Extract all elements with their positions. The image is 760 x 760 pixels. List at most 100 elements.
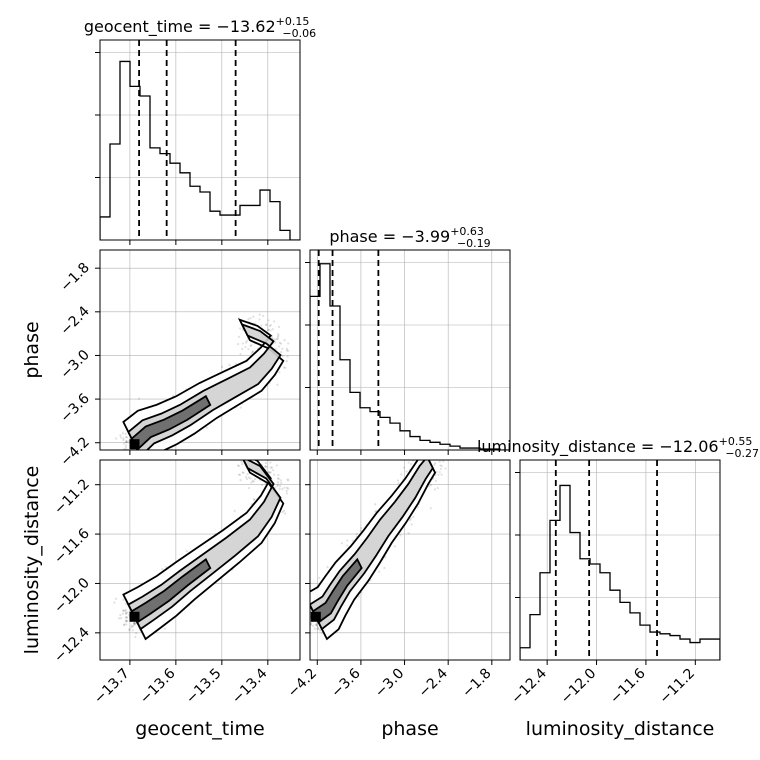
- sample-point: [141, 455, 143, 457]
- sample-point: [262, 446, 264, 448]
- histogram-luminosity_distance: [520, 484, 720, 660]
- sample-point: [410, 456, 412, 458]
- sample-point: [267, 328, 270, 332]
- sample-point: [239, 353, 242, 356]
- sample-point: [130, 626, 133, 629]
- sample-point: [119, 436, 123, 439]
- sample-point: [277, 473, 280, 477]
- sample-point: [125, 611, 129, 614]
- sample-point: [125, 450, 127, 452]
- sample-point: [440, 464, 443, 468]
- sample-point: [281, 510, 284, 514]
- sample-point: [268, 471, 271, 474]
- sample-point: [383, 566, 386, 570]
- y-tick-label: −11.2: [51, 476, 93, 518]
- sample-point: [346, 539, 349, 542]
- sample-point: [280, 481, 283, 485]
- sample-point: [233, 509, 236, 512]
- sample-point: [274, 341, 277, 344]
- sample-point: [428, 484, 431, 488]
- sample-point: [121, 612, 125, 615]
- sample-point: [240, 460, 243, 463]
- sample-point: [258, 454, 260, 456]
- sample-point: [125, 616, 128, 619]
- sample-point: [131, 629, 134, 632]
- sample-point: [134, 453, 136, 455]
- sample-point: [239, 479, 242, 482]
- histogram-geocent_time: [100, 60, 300, 240]
- sample-point: [264, 461, 267, 465]
- sample-point: [373, 503, 377, 506]
- sample-point: [276, 383, 279, 387]
- sample-point: [250, 352, 253, 355]
- sample-point: [397, 482, 400, 485]
- sample-point: [122, 437, 125, 440]
- sample-point: [135, 632, 138, 635]
- panel-frame: [99, 249, 301, 451]
- sample-point: [245, 477, 249, 481]
- sample-point: [125, 619, 128, 623]
- sample-point: [438, 470, 441, 474]
- contour-level-3: [130, 557, 212, 624]
- sample-point: [257, 456, 259, 458]
- sample-point: [437, 473, 440, 476]
- sample-point: [273, 486, 277, 489]
- sample-point: [305, 608, 307, 610]
- sample-point: [123, 623, 126, 627]
- sample-point: [279, 342, 283, 345]
- sample-point: [133, 623, 137, 626]
- sample-point: [384, 556, 387, 559]
- sample-point: [117, 617, 121, 620]
- sample-point: [128, 628, 131, 631]
- sample-point: [264, 323, 267, 326]
- sample-point: [429, 507, 432, 510]
- sample-point: [269, 471, 272, 474]
- sample-point: [360, 526, 363, 530]
- sample-point: [283, 509, 286, 513]
- sample-point: [246, 473, 249, 476]
- sample-point: [126, 619, 129, 623]
- sample-point: [273, 473, 276, 476]
- contour-level-3: [130, 394, 212, 450]
- plot-area: [113, 313, 290, 458]
- sample-point: [374, 510, 377, 513]
- sample-point: [122, 609, 125, 612]
- sample-point: [141, 456, 143, 458]
- sample-point: [438, 460, 441, 463]
- sample-point: [275, 464, 278, 467]
- sample-point: [272, 469, 275, 472]
- sample-point: [284, 366, 287, 369]
- sample-point: [287, 349, 290, 352]
- sample-point: [244, 341, 248, 344]
- sample-point: [410, 523, 413, 526]
- sample-point: [125, 623, 128, 626]
- sample-point: [414, 457, 416, 459]
- sample-point: [121, 432, 125, 435]
- sample-point: [409, 462, 413, 466]
- sample-point: [137, 397, 141, 400]
- sample-point: [268, 324, 271, 328]
- sample-point: [253, 497, 256, 501]
- sample-point: [124, 616, 128, 619]
- sample-point: [247, 348, 250, 351]
- plot-area: [304, 456, 447, 641]
- panel-frame: [309, 459, 511, 661]
- sample-point: [283, 339, 286, 342]
- sample-point: [304, 612, 306, 614]
- sample-point: [124, 446, 127, 449]
- sample-point: [124, 620, 127, 623]
- sample-point: [115, 437, 118, 440]
- sample-point: [307, 614, 309, 616]
- sample-point: [274, 347, 277, 351]
- sample-point: [278, 341, 281, 345]
- sample-point: [123, 447, 126, 450]
- sample-point: [287, 479, 290, 482]
- sample-point: [239, 327, 242, 330]
- sample-point: [277, 334, 280, 337]
- sample-point: [351, 539, 354, 542]
- sample-point: [278, 345, 281, 348]
- sample-point: [244, 452, 246, 454]
- sample-point: [130, 624, 133, 627]
- sample-point: [396, 479, 400, 482]
- sample-point: [285, 489, 288, 492]
